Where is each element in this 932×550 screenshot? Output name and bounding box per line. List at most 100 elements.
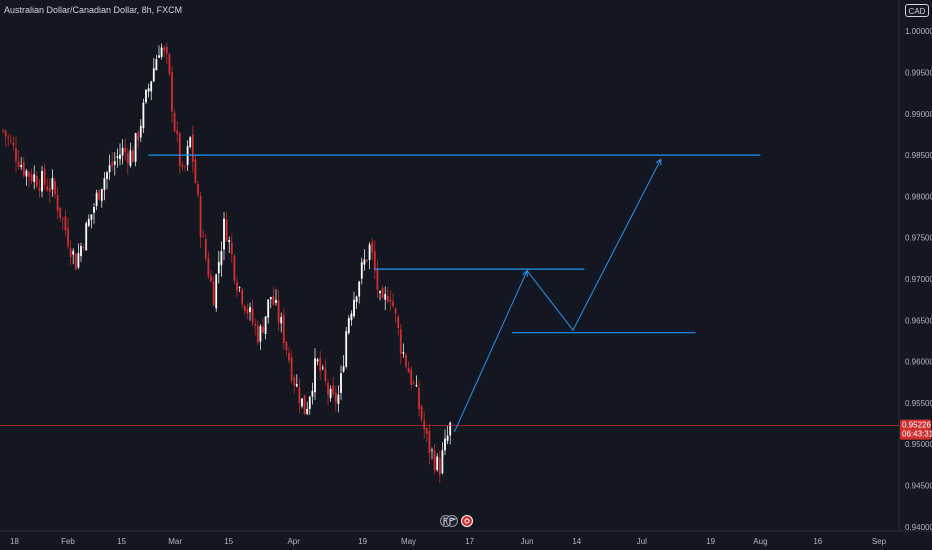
candle-body xyxy=(340,373,342,393)
candle-body xyxy=(100,189,103,201)
candle-body xyxy=(15,148,17,162)
flag-icon[interactable] xyxy=(446,515,458,527)
candle-body xyxy=(293,377,296,386)
candle-body xyxy=(215,274,218,309)
candle-body xyxy=(202,236,205,237)
candle-body xyxy=(389,299,392,302)
time-tick-label: Feb xyxy=(61,537,75,546)
candle-body xyxy=(397,316,400,328)
candle-body xyxy=(256,325,259,343)
candle-body xyxy=(72,250,75,255)
candle-body xyxy=(246,308,249,314)
candle-body xyxy=(2,129,4,131)
currency-badge[interactable]: CAD xyxy=(905,4,929,17)
candle-body xyxy=(243,305,246,311)
horizontal-levels[interactable] xyxy=(148,154,761,334)
candle-body xyxy=(17,161,20,168)
projection-path[interactable] xyxy=(453,158,662,433)
countdown-value: 06:43:31 xyxy=(902,430,932,439)
candle-body xyxy=(446,435,449,441)
candle-body xyxy=(134,133,137,162)
candle-body xyxy=(236,282,238,292)
candle-body xyxy=(43,168,46,185)
candle-body xyxy=(113,161,116,165)
candle-body xyxy=(418,387,420,409)
candle-body xyxy=(345,331,348,367)
candle-body xyxy=(191,134,194,162)
candle-body xyxy=(69,248,72,258)
price-tick-label: 0.94500 xyxy=(905,482,932,491)
candle-body xyxy=(233,255,236,281)
price-axis[interactable]: 1.00000 0.99500 0.99000 0.98500 0.98000 0.975… xyxy=(905,27,932,532)
price-tick-label: 1.00000 xyxy=(905,27,932,36)
candle-body xyxy=(124,148,127,153)
price-tick-label: 0.98000 xyxy=(905,192,932,201)
candle-body xyxy=(399,329,402,354)
candle-body xyxy=(189,137,192,147)
candle-body xyxy=(314,358,316,393)
candle-body xyxy=(449,422,452,436)
candle-body xyxy=(407,368,410,373)
candles xyxy=(2,42,452,483)
candle-body xyxy=(347,318,350,333)
price-tick-label: 0.95000 xyxy=(905,440,932,449)
candle-body xyxy=(67,228,69,247)
candle-body xyxy=(405,354,407,367)
candle-body xyxy=(316,359,319,362)
candle-body xyxy=(223,218,225,250)
candle-body xyxy=(386,296,389,302)
candle-body xyxy=(12,143,15,146)
time-tick-label: 16 xyxy=(813,537,822,546)
last-price-label-bg xyxy=(900,419,931,440)
earnings-icon[interactable] xyxy=(461,515,473,527)
candle-body xyxy=(376,268,379,290)
time-tick-label: 19 xyxy=(706,537,715,546)
candle-body xyxy=(35,176,38,187)
candle-body xyxy=(197,183,199,196)
candle-body xyxy=(363,259,366,265)
candle-body xyxy=(155,59,158,71)
candle-body xyxy=(152,68,155,82)
candle-body xyxy=(241,289,244,305)
candle-body xyxy=(199,196,202,237)
candle-body xyxy=(160,47,163,57)
candle-body xyxy=(181,165,184,167)
candle-body xyxy=(74,253,77,270)
candle-body xyxy=(249,306,251,313)
candle-body xyxy=(178,133,181,166)
candle-body xyxy=(56,195,59,211)
price-tick-label: 0.98500 xyxy=(905,151,932,160)
time-axis[interactable]: 18 Feb 15 Mar 15 Apr 19 May 17 Jun 14 Jul 19 Aug 16 Sep xyxy=(10,537,887,546)
candle-body xyxy=(41,171,43,192)
candle-body xyxy=(410,369,413,385)
candle-body xyxy=(230,242,233,255)
candle-body xyxy=(139,126,142,138)
symbol-title[interactable]: Australian Dollar/Canadian Dollar, 8h, F… xyxy=(4,5,183,15)
candle-body xyxy=(22,161,25,176)
candle-body xyxy=(25,170,28,177)
last-price-label: 0.95226 06:43:31 xyxy=(900,419,932,440)
candle-body xyxy=(277,300,280,323)
candle-body xyxy=(85,223,88,251)
event-badges[interactable] xyxy=(440,515,473,527)
candle-body xyxy=(402,352,405,354)
candle-body xyxy=(428,431,431,454)
candle-body xyxy=(93,207,95,213)
candle-body xyxy=(327,382,329,395)
candle-body xyxy=(290,357,293,381)
candle-body xyxy=(176,130,179,134)
candle-body xyxy=(285,342,288,351)
candle-body xyxy=(165,47,168,54)
price-tick-label: 0.96500 xyxy=(905,316,932,325)
candle-body xyxy=(438,458,441,475)
candle-body xyxy=(64,216,67,231)
candle-body xyxy=(280,317,283,324)
candle-body xyxy=(150,81,153,92)
candle-body xyxy=(415,385,418,387)
candle-body xyxy=(433,450,436,471)
time-tick-label: Apr xyxy=(287,537,300,546)
candle-body xyxy=(59,207,62,218)
candle-body xyxy=(61,218,64,219)
candle-body xyxy=(355,296,358,302)
